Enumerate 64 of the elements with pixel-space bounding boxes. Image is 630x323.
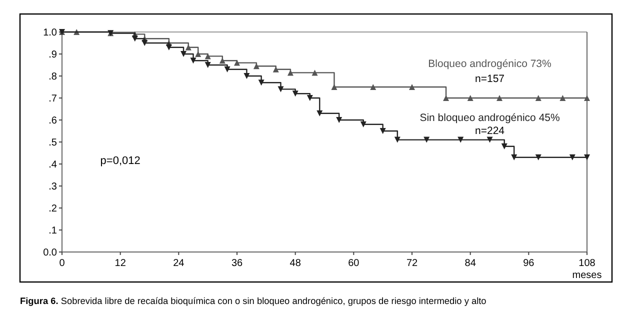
point (278, 86, 284, 92)
x-tick-label: 72 (406, 258, 418, 269)
point (569, 154, 576, 160)
point (258, 80, 264, 86)
point (142, 40, 148, 46)
point (180, 51, 187, 57)
x-tick-label: 0 (59, 258, 66, 269)
series-label: Sin bloqueo androgénico 45% (420, 112, 560, 124)
point (496, 95, 502, 101)
x-tick-label: 12 (114, 258, 126, 269)
point (584, 154, 590, 160)
point (535, 154, 542, 160)
point (380, 128, 386, 134)
point (312, 70, 318, 76)
point (560, 95, 566, 101)
x-tick-label: 96 (523, 258, 535, 269)
point (244, 73, 250, 79)
x-tick-label: 60 (348, 258, 360, 269)
y-tick-label: .2 (48, 204, 58, 214)
y-tick-label: 1.0 (43, 28, 58, 38)
text: Figura 6. Sobrevida libre de recaída bioquímica con o sin bloqueo androgénico, grupos de riesgo intermedio y alto (20, 296, 486, 306)
point (166, 44, 172, 50)
point (190, 58, 196, 64)
x-axis-title: meses (572, 270, 602, 281)
point (409, 84, 415, 90)
y-tick-label: 0.0 (43, 248, 58, 258)
point (292, 90, 298, 97)
point (204, 62, 211, 68)
point (584, 95, 590, 101)
point (224, 66, 230, 72)
annotation: p=0,012 (100, 155, 140, 167)
annotation: n=224 (475, 124, 505, 137)
point (331, 84, 338, 90)
y-tick-label: .4 (48, 160, 58, 170)
point (501, 143, 508, 150)
point (486, 136, 493, 143)
y-tick-label: .7 (48, 94, 58, 104)
y-tick-label: .3 (48, 182, 58, 192)
point (458, 136, 464, 143)
y-tick-label: .9 (48, 50, 58, 60)
y-tick-label: .6 (48, 116, 58, 126)
point (424, 136, 430, 143)
point (306, 95, 313, 101)
x-tick-label: 24 (173, 258, 185, 269)
x-tick-label: 48 (290, 258, 302, 269)
point (370, 84, 376, 90)
annotation: n=157 (475, 73, 505, 85)
x-tick-label: 108 (578, 258, 596, 269)
y-tick-label: .5 (48, 138, 58, 148)
point (132, 36, 138, 42)
point (394, 136, 400, 143)
point (467, 95, 474, 101)
y-tick-label: .1 (48, 226, 58, 236)
series-label: Bloqueo androgénico 73% (428, 58, 552, 70)
point (234, 60, 240, 66)
point (511, 154, 518, 160)
point (336, 117, 342, 123)
point (204, 53, 211, 60)
x-tick-label: 84 (464, 258, 476, 269)
point (535, 95, 542, 101)
x-tick-label: 36 (231, 258, 243, 269)
y-tick-label: .8 (48, 72, 58, 82)
point (316, 110, 323, 116)
point (360, 121, 366, 128)
